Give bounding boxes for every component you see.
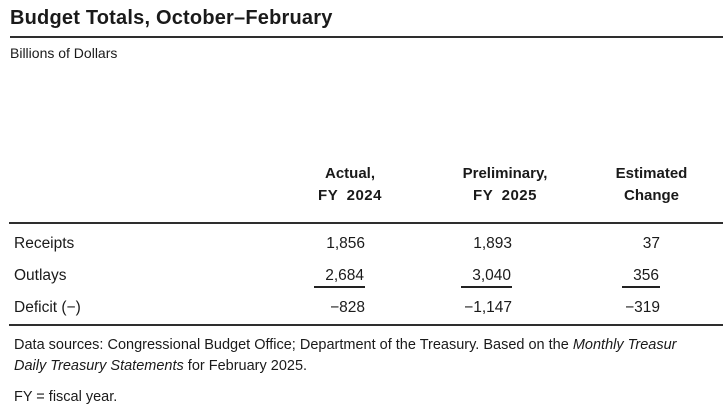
cell-value: 1,856 (326, 235, 365, 252)
table-body: Receipts 1,856 1,893 37 Outlays 2,684 3,… (0, 228, 723, 324)
report-page: Budget Totals, October–February Billions… (0, 7, 723, 416)
column-header-line1: Estimated (615, 165, 688, 182)
column-header-estimated-change: Estimated Change (580, 163, 723, 207)
cell-receipts-fy2025: 1,893 (430, 228, 580, 260)
table-header-row: Actual, FY 2024 Preliminary, FY 2025 Est… (14, 163, 723, 207)
header-spacer (14, 163, 270, 207)
column-header-actual-fy2024: Actual, FY 2024 (270, 163, 430, 207)
cell-value-underlined: 356 (622, 267, 660, 288)
cell-value: −828 (330, 299, 365, 316)
cell-deficit-fy2024: −828 (270, 292, 430, 324)
highlight-marker: −1,147 (464, 292, 512, 324)
cell-value-underlined: 2,684 (314, 267, 365, 288)
row-label: Receipts (14, 235, 75, 252)
cell-outlays-fy2024: 2,684 (270, 260, 430, 292)
cell-value: 37 (642, 235, 660, 252)
units-label: Billions of Dollars (10, 45, 118, 61)
footnote-text: Data sources: Congressional Budget Offic… (14, 337, 573, 353)
footnote-source-title: Daily Treasury Statements (14, 358, 184, 374)
table-row-deficit: Deficit (−) −828 −1,147 −319 (14, 292, 723, 324)
cell-outlays-fy2025: 3,040 (430, 260, 580, 292)
footnote-fy: FY = fiscal year. (14, 389, 118, 405)
cell-outlays-change: 356 (580, 260, 723, 292)
cell-deficit-change: −319 (580, 292, 723, 324)
footnote-data-sources: Data sources: Congressional Budget Offic… (14, 335, 723, 377)
table-row-receipts: Receipts 1,856 1,893 37 (14, 228, 723, 260)
table-row-outlays: Outlays 2,684 3,040 356 (14, 260, 723, 292)
page-title: Budget Totals, October–February (10, 7, 723, 38)
column-header-preliminary-fy2025: Preliminary, FY 2025 (430, 163, 580, 207)
footnote-source-title: Monthly Treasur (572, 337, 677, 353)
row-label: Deficit (−) (14, 299, 81, 316)
footnote-text: for February 2025. (183, 358, 308, 374)
cell-deficit-fy2025: −1,147 (430, 292, 580, 324)
cell-value: 1,893 (473, 235, 512, 252)
column-header-line2: FY 2024 (318, 187, 382, 204)
column-header-line2: Change (623, 187, 679, 204)
column-header-line2: FY 2025 (473, 187, 537, 204)
header-divider (9, 222, 723, 224)
column-header-line1: Preliminary, (462, 165, 548, 182)
cell-value-underlined: 3,040 (461, 267, 512, 288)
cell-value: −319 (625, 299, 660, 316)
column-header-line1: Actual, (324, 165, 375, 182)
cell-receipts-fy2024: 1,856 (270, 228, 430, 260)
table-bottom-divider (9, 324, 723, 326)
row-label: Outlays (14, 267, 67, 284)
cell-receipts-change: 37 (580, 228, 723, 260)
